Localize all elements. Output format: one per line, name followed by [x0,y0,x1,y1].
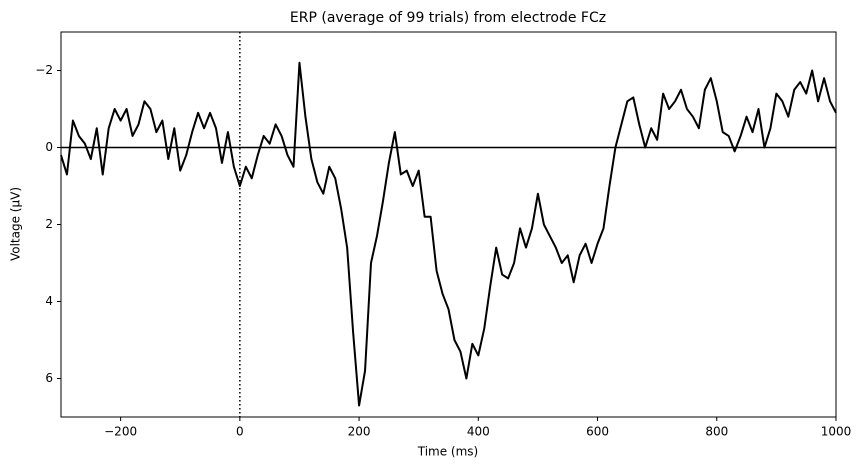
y-tick-label: 0 [45,140,53,154]
x-tick-label: 400 [467,425,490,439]
x-tick-label: −200 [104,425,137,439]
x-tick-label: 800 [705,425,728,439]
x-tick-label: 600 [586,425,609,439]
x-axis-label: Time (ms) [417,445,479,459]
y-tick-label: 2 [45,217,53,231]
y-tick-label: 6 [45,371,53,385]
x-tick-label: 0 [236,425,244,439]
plot-frame [60,31,837,418]
x-tick-label: 200 [348,425,371,439]
chart-title: ERP (average of 99 trials) from electrod… [290,10,606,26]
y-tick-label: 4 [45,294,53,308]
erp-line [60,61,837,407]
x-tick-label: 1000 [821,425,852,439]
y-axis-label: Voltage (µV) [9,187,23,261]
y-tick-label: −2 [35,63,53,77]
